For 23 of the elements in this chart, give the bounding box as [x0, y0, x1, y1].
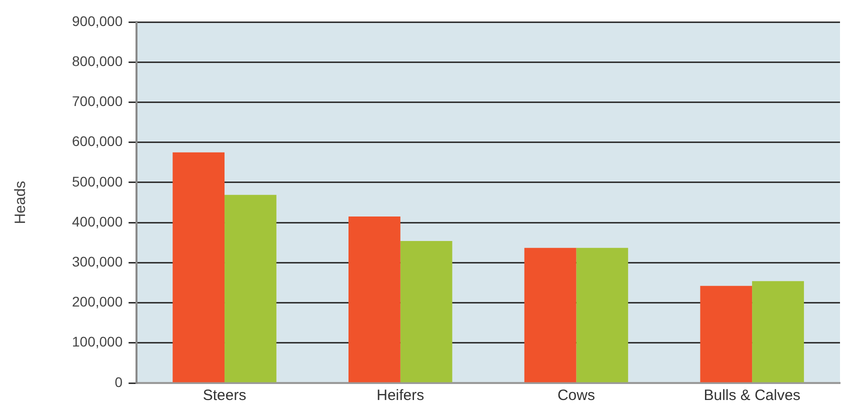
- bar: [400, 241, 452, 382]
- bar: [576, 248, 628, 382]
- y-tick-label: 0: [114, 374, 123, 390]
- x-tick-label: Steers: [202, 387, 246, 404]
- y-tick-label: 600,000: [72, 133, 123, 150]
- x-tick-label: Bulls & Calves: [704, 387, 800, 404]
- x-tick-label: Heifers: [376, 387, 424, 404]
- bar: [752, 281, 804, 382]
- y-tick-label: 700,000: [72, 93, 123, 110]
- y-tick-label: 100,000: [72, 334, 123, 350]
- bar: [172, 152, 225, 382]
- y-tick-label: 200,000: [72, 294, 123, 310]
- bar: [348, 216, 400, 382]
- bar: [524, 248, 576, 382]
- bar: [224, 194, 276, 382]
- bar: [700, 286, 752, 382]
- y-tick-label: 400,000: [72, 213, 123, 230]
- y-tick-label: 500,000: [72, 173, 123, 190]
- y-tick-label: 300,000: [72, 254, 123, 270]
- y-tick-label: 800,000: [72, 52, 123, 69]
- y-tick-label: 900,000: [72, 12, 123, 29]
- x-tick-label: Cows: [557, 387, 595, 404]
- y-axis-title: Heads: [12, 180, 30, 224]
